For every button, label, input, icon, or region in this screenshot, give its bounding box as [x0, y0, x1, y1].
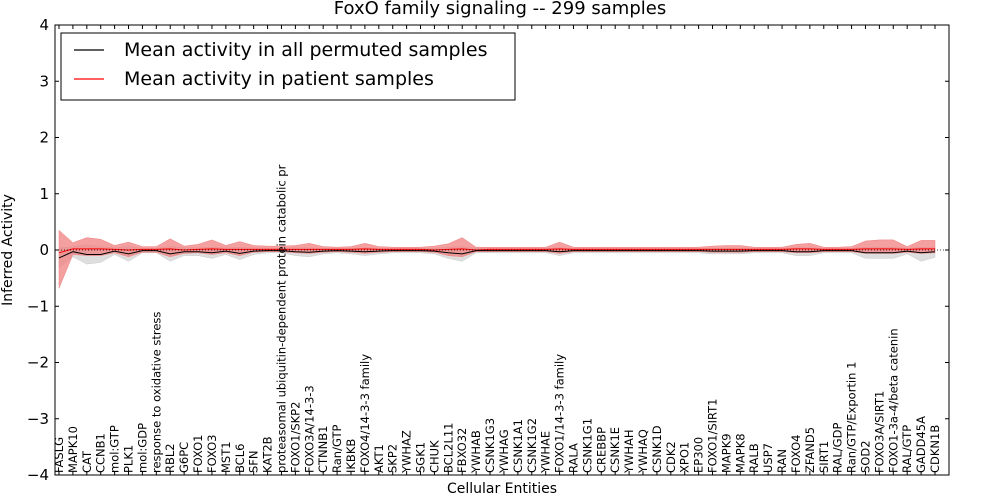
y-tick-label: −2	[27, 354, 49, 372]
x-tick-label: RBL2	[163, 443, 177, 473]
x-tick-label: SIRT1	[817, 441, 831, 473]
x-tick-label: proteasomal ubiquitin-dependent protein …	[275, 164, 289, 473]
x-tick-label: CSNK1G3	[483, 418, 497, 473]
x-tick-label: YWHAG	[497, 429, 511, 474]
chart-title: FoxO family signaling -- 299 samples	[334, 0, 666, 19]
x-tick-label: FASLG	[52, 437, 66, 473]
x-tick-label: YWHAQ	[636, 429, 650, 474]
legend: Mean activity in all permuted samples Me…	[60, 32, 516, 101]
x-tick-label: FOXO3A/14-3-3	[302, 385, 316, 473]
x-tick-label: PLK1	[122, 445, 136, 473]
y-tick-label: −4	[27, 466, 49, 484]
x-tick-label: CTNNB1	[316, 426, 330, 473]
x-tick-label: FOXO1-3a-4/beta catenin	[886, 328, 900, 473]
y-tick-label: −3	[27, 410, 49, 428]
y-axis: −4 −3 −2 −1 0 1 2 3 4	[27, 16, 949, 484]
legend-label-permuted: Mean activity in all permuted samples	[124, 39, 487, 61]
x-tick-label: G6PC	[177, 442, 191, 473]
x-tick-label: CSNK1E	[608, 427, 622, 473]
x-tick-label: FBXO32	[455, 428, 469, 473]
legend-label-patient: Mean activity in patient samples	[124, 68, 434, 90]
x-tick-label: MST1	[219, 441, 233, 473]
x-tick-label: FOXO1/SIRT1	[706, 398, 720, 473]
x-tick-label: YWHAB	[469, 430, 483, 474]
x-tick-label: USP7	[761, 443, 775, 473]
x-tick-label: MAPK9	[719, 433, 733, 473]
legend-frame	[60, 32, 516, 101]
x-axis-entity-labels: FASLG MAPK10 CAT CCNB1 mol:GTP PLK1 mol:GDP res…	[52, 25, 942, 475]
series-line-patient	[58, 248, 935, 254]
x-tick-label: MAPK10	[66, 426, 80, 473]
y-tick-label: 0	[39, 241, 49, 259]
y-tick-label: 4	[39, 16, 49, 34]
x-tick-label: IKBKB	[344, 439, 358, 473]
error-band-patient	[58, 229, 936, 289]
x-tick-label: XPO1	[678, 442, 692, 473]
x-axis-title: Cellular Entities	[447, 481, 557, 497]
x-tick-label: mol:GTP	[108, 425, 122, 473]
y-tick-label: 1	[39, 185, 49, 203]
x-tick-label: CREBBP	[594, 427, 608, 473]
x-tick-label: FOXO1/14-3-3 family	[553, 354, 567, 473]
x-tick-label: RAL/GTP	[900, 425, 914, 473]
y-tick-label: 2	[39, 129, 49, 147]
series-line-permuted	[58, 250, 936, 259]
x-tick-label: YWHAZ	[400, 430, 414, 474]
error-bands	[58, 229, 936, 289]
x-tick-label: MAPK8	[733, 433, 747, 473]
x-tick-label: response to oxidative stress	[149, 312, 163, 473]
x-tick-label: YWHAH	[622, 429, 636, 474]
x-tick-label: FOXO1	[191, 435, 205, 473]
plot-frame	[54, 24, 950, 476]
x-tick-label: AKT1	[372, 444, 386, 473]
x-tick-label: CDKN1B	[928, 425, 942, 473]
x-tick-label: BCL6	[233, 444, 247, 473]
x-tick-label: FOXO4	[789, 435, 803, 473]
x-tick-label: CSNK1A1	[511, 419, 525, 473]
x-tick-label: YWHAE	[539, 431, 553, 474]
x-tick-label: RAN	[775, 449, 789, 473]
x-tick-label: GADD45A	[914, 416, 928, 473]
x-tick-label: Ran/GTP	[330, 425, 344, 473]
x-tick-label: FOXO1/SKP2	[288, 402, 302, 473]
x-tick-label: RALA	[567, 443, 581, 473]
x-tick-label: CSNK1G2	[525, 418, 539, 473]
x-tick-label: EP300	[692, 437, 706, 473]
x-tick-label: KAT2B	[261, 436, 275, 473]
x-tick-label: SOD2	[859, 440, 873, 473]
x-tick-label: FOXO3A/SIRT1	[872, 391, 886, 473]
x-tick-label: SFN	[247, 450, 261, 473]
x-tick-label: CDK2	[664, 441, 678, 473]
x-tick-label: ZFAND5	[803, 427, 817, 473]
x-tick-label: CHUK	[427, 440, 441, 473]
x-tick-label: mol:GDP	[135, 423, 149, 473]
y-tick-label: −1	[27, 297, 49, 315]
x-tick-label: SGK1	[414, 442, 428, 473]
series-lines	[55, 248, 949, 259]
y-tick-label: 3	[39, 72, 49, 90]
x-tick-label: CAT	[80, 450, 94, 473]
x-tick-label: CSNK1G1	[580, 418, 594, 473]
x-tick-label: BCL2L11	[441, 423, 455, 473]
x-tick-label: FOXO3	[205, 435, 219, 473]
x-tick-label: SKP2	[386, 444, 400, 473]
x-tick-label: RAL/GDP	[831, 423, 845, 473]
x-tick-label: CCNB1	[94, 433, 108, 473]
x-tick-label: FOXO4/14-3-3 family	[358, 354, 372, 473]
x-tick-label: CSNK1D	[650, 425, 664, 473]
x-tick-label: Ran/GTP/Exportin 1	[845, 362, 859, 473]
x-tick-label: RALB	[747, 443, 761, 473]
y-axis-title: Inferred Activity	[0, 194, 16, 306]
